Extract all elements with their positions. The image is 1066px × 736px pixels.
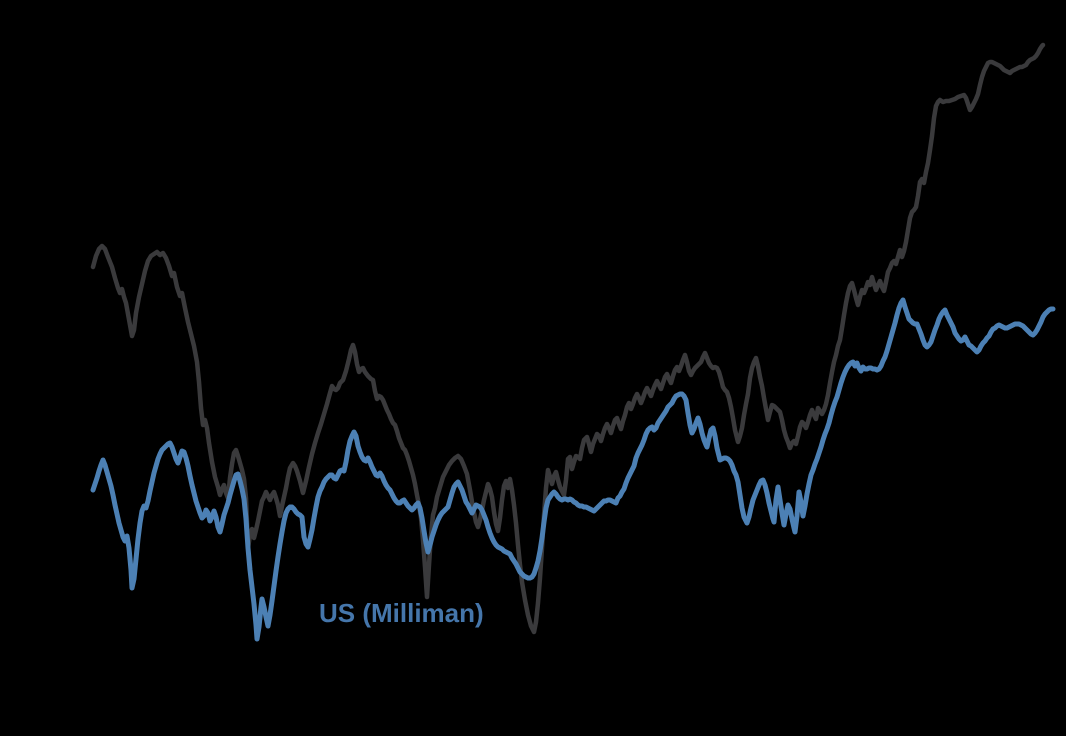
us-milliman-label: US (Milliman): [319, 598, 484, 628]
us-milliman-series-line: [90, 297, 1056, 642]
dark-series-line: [90, 42, 1046, 635]
